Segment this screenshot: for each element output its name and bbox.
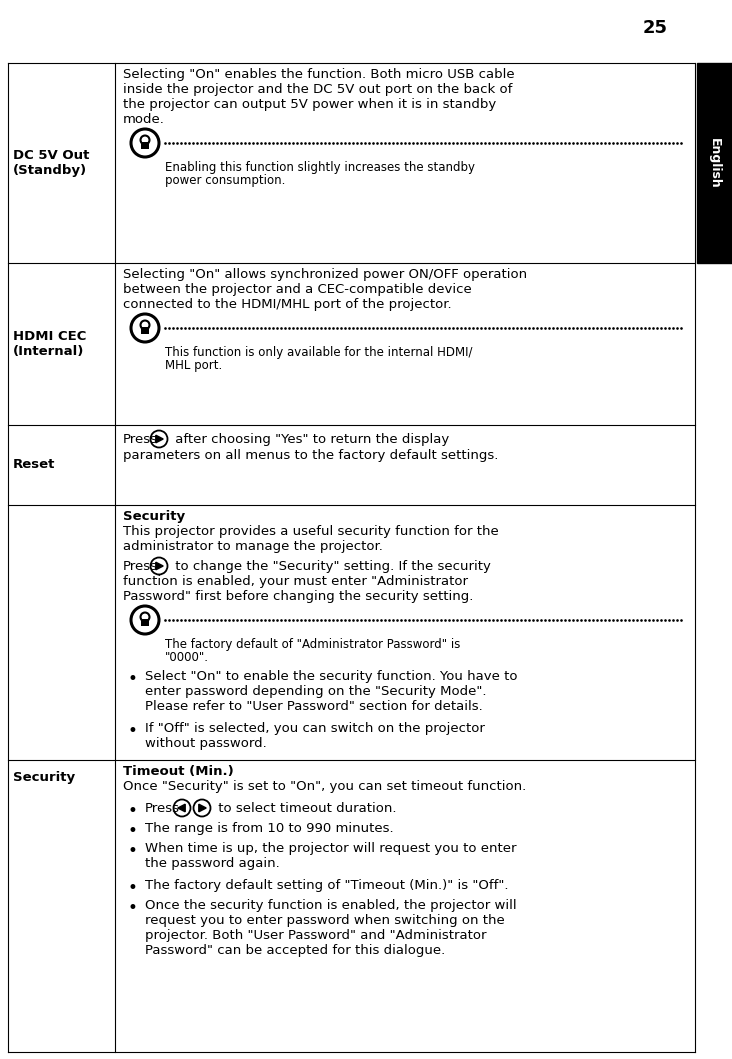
Text: the password again.: the password again.	[145, 857, 280, 870]
Circle shape	[131, 315, 159, 342]
Bar	[697, 62, 732, 263]
Circle shape	[131, 606, 159, 634]
Bar	[141, 142, 149, 149]
Text: Password" can be accepted for this dialogue.: Password" can be accepted for this dialo…	[145, 944, 445, 957]
Text: Once "Security" is set to "On", you can set timeout function.: Once "Security" is set to "On", you can …	[123, 780, 526, 793]
Text: parameters on all menus to the factory default settings.: parameters on all menus to the factory d…	[123, 449, 498, 462]
Text: Security: Security	[123, 510, 185, 523]
Text: to select timeout duration.: to select timeout duration.	[214, 802, 397, 815]
Text: the projector can output 5V power when it is in standby: the projector can output 5V power when i…	[123, 98, 496, 111]
Text: Please refer to "User Password" section for details.: Please refer to "User Password" section …	[145, 700, 482, 713]
Text: This function is only available for the internal HDMI/: This function is only available for the …	[165, 346, 472, 359]
Text: Press: Press	[123, 433, 158, 446]
Bar	[141, 327, 149, 335]
Text: Reset: Reset	[13, 459, 56, 471]
Text: Enabling this function slightly increases the standby: Enabling this function slightly increase…	[165, 161, 475, 174]
Text: MHL port.: MHL port.	[165, 359, 223, 372]
Text: •: •	[128, 879, 138, 897]
Text: between the projector and a CEC-compatible device: between the projector and a CEC-compatib…	[123, 283, 471, 297]
Text: Selecting "On" allows synchronized power ON/OFF operation: Selecting "On" allows synchronized power…	[123, 268, 527, 281]
Text: mode.: mode.	[123, 113, 165, 126]
Text: English: English	[708, 138, 721, 189]
Text: administrator to manage the projector.: administrator to manage the projector.	[123, 540, 383, 553]
Text: •: •	[128, 722, 138, 740]
Polygon shape	[199, 804, 206, 812]
Text: Once the security function is enabled, the projector will: Once the security function is enabled, t…	[145, 899, 517, 912]
Polygon shape	[156, 562, 163, 570]
Text: function is enabled, your must enter "Administrator: function is enabled, your must enter "Ad…	[123, 575, 468, 588]
Text: projector. Both "User Password" and "Administrator: projector. Both "User Password" and "Adm…	[145, 929, 487, 943]
Text: Security: Security	[13, 772, 75, 785]
Circle shape	[131, 129, 159, 157]
Bar	[141, 620, 149, 626]
Text: without password.: without password.	[145, 737, 266, 750]
Polygon shape	[178, 804, 185, 812]
Text: The factory default setting of "Timeout (Min.)" is "Off".: The factory default setting of "Timeout …	[145, 879, 509, 892]
Text: "0000".: "0000".	[165, 651, 209, 664]
Text: HDMI CEC
(Internal): HDMI CEC (Internal)	[13, 330, 86, 358]
Polygon shape	[156, 435, 163, 443]
Text: request you to enter password when switching on the: request you to enter password when switc…	[145, 914, 505, 927]
Text: Password" first before changing the security setting.: Password" first before changing the secu…	[123, 590, 474, 603]
Text: power consumption.: power consumption.	[165, 174, 285, 187]
Text: The range is from 10 to 990 minutes.: The range is from 10 to 990 minutes.	[145, 822, 394, 834]
Text: to change the "Security" setting. If the security: to change the "Security" setting. If the…	[171, 560, 491, 573]
Text: •: •	[128, 802, 138, 820]
Text: Timeout (Min.): Timeout (Min.)	[123, 765, 234, 778]
Text: Selecting "On" enables the function. Both micro USB cable: Selecting "On" enables the function. Bot…	[123, 68, 515, 80]
Text: •: •	[128, 822, 138, 840]
Text: DC 5V Out
(Standby): DC 5V Out (Standby)	[13, 149, 89, 177]
Text: Press: Press	[145, 802, 180, 815]
Text: •: •	[128, 670, 138, 688]
Text: When time is up, the projector will request you to enter: When time is up, the projector will requ…	[145, 842, 517, 855]
Text: Select "On" to enable the security function. You have to: Select "On" to enable the security funct…	[145, 670, 518, 683]
Text: •: •	[128, 899, 138, 917]
Text: The factory default of "Administrator Password" is: The factory default of "Administrator Pa…	[165, 638, 460, 651]
Text: This projector provides a useful security function for the: This projector provides a useful securit…	[123, 525, 498, 538]
Text: after choosing "Yes" to return the display: after choosing "Yes" to return the displ…	[171, 433, 449, 446]
Text: If "Off" is selected, you can switch on the projector: If "Off" is selected, you can switch on …	[145, 722, 485, 735]
Text: inside the projector and the DC 5V out port on the back of: inside the projector and the DC 5V out p…	[123, 83, 512, 96]
Text: •: •	[128, 842, 138, 860]
Text: enter password depending on the "Security Mode".: enter password depending on the "Securit…	[145, 685, 487, 698]
Text: 25: 25	[643, 19, 668, 37]
Text: Press: Press	[123, 560, 158, 573]
Text: connected to the HDMI/MHL port of the projector.: connected to the HDMI/MHL port of the pr…	[123, 298, 452, 311]
